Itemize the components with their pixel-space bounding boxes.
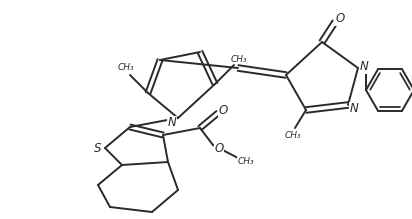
Text: N: N [168, 117, 176, 129]
Text: CH₃: CH₃ [118, 64, 134, 72]
Text: CH₃: CH₃ [231, 55, 247, 64]
Text: N: N [350, 102, 358, 115]
Text: O: O [214, 141, 224, 154]
Text: O: O [335, 12, 344, 25]
Text: N: N [360, 60, 368, 74]
Text: CH₃: CH₃ [238, 157, 254, 166]
Text: CH₃: CH₃ [285, 131, 301, 141]
Text: O: O [218, 104, 227, 117]
Text: S: S [94, 143, 102, 155]
